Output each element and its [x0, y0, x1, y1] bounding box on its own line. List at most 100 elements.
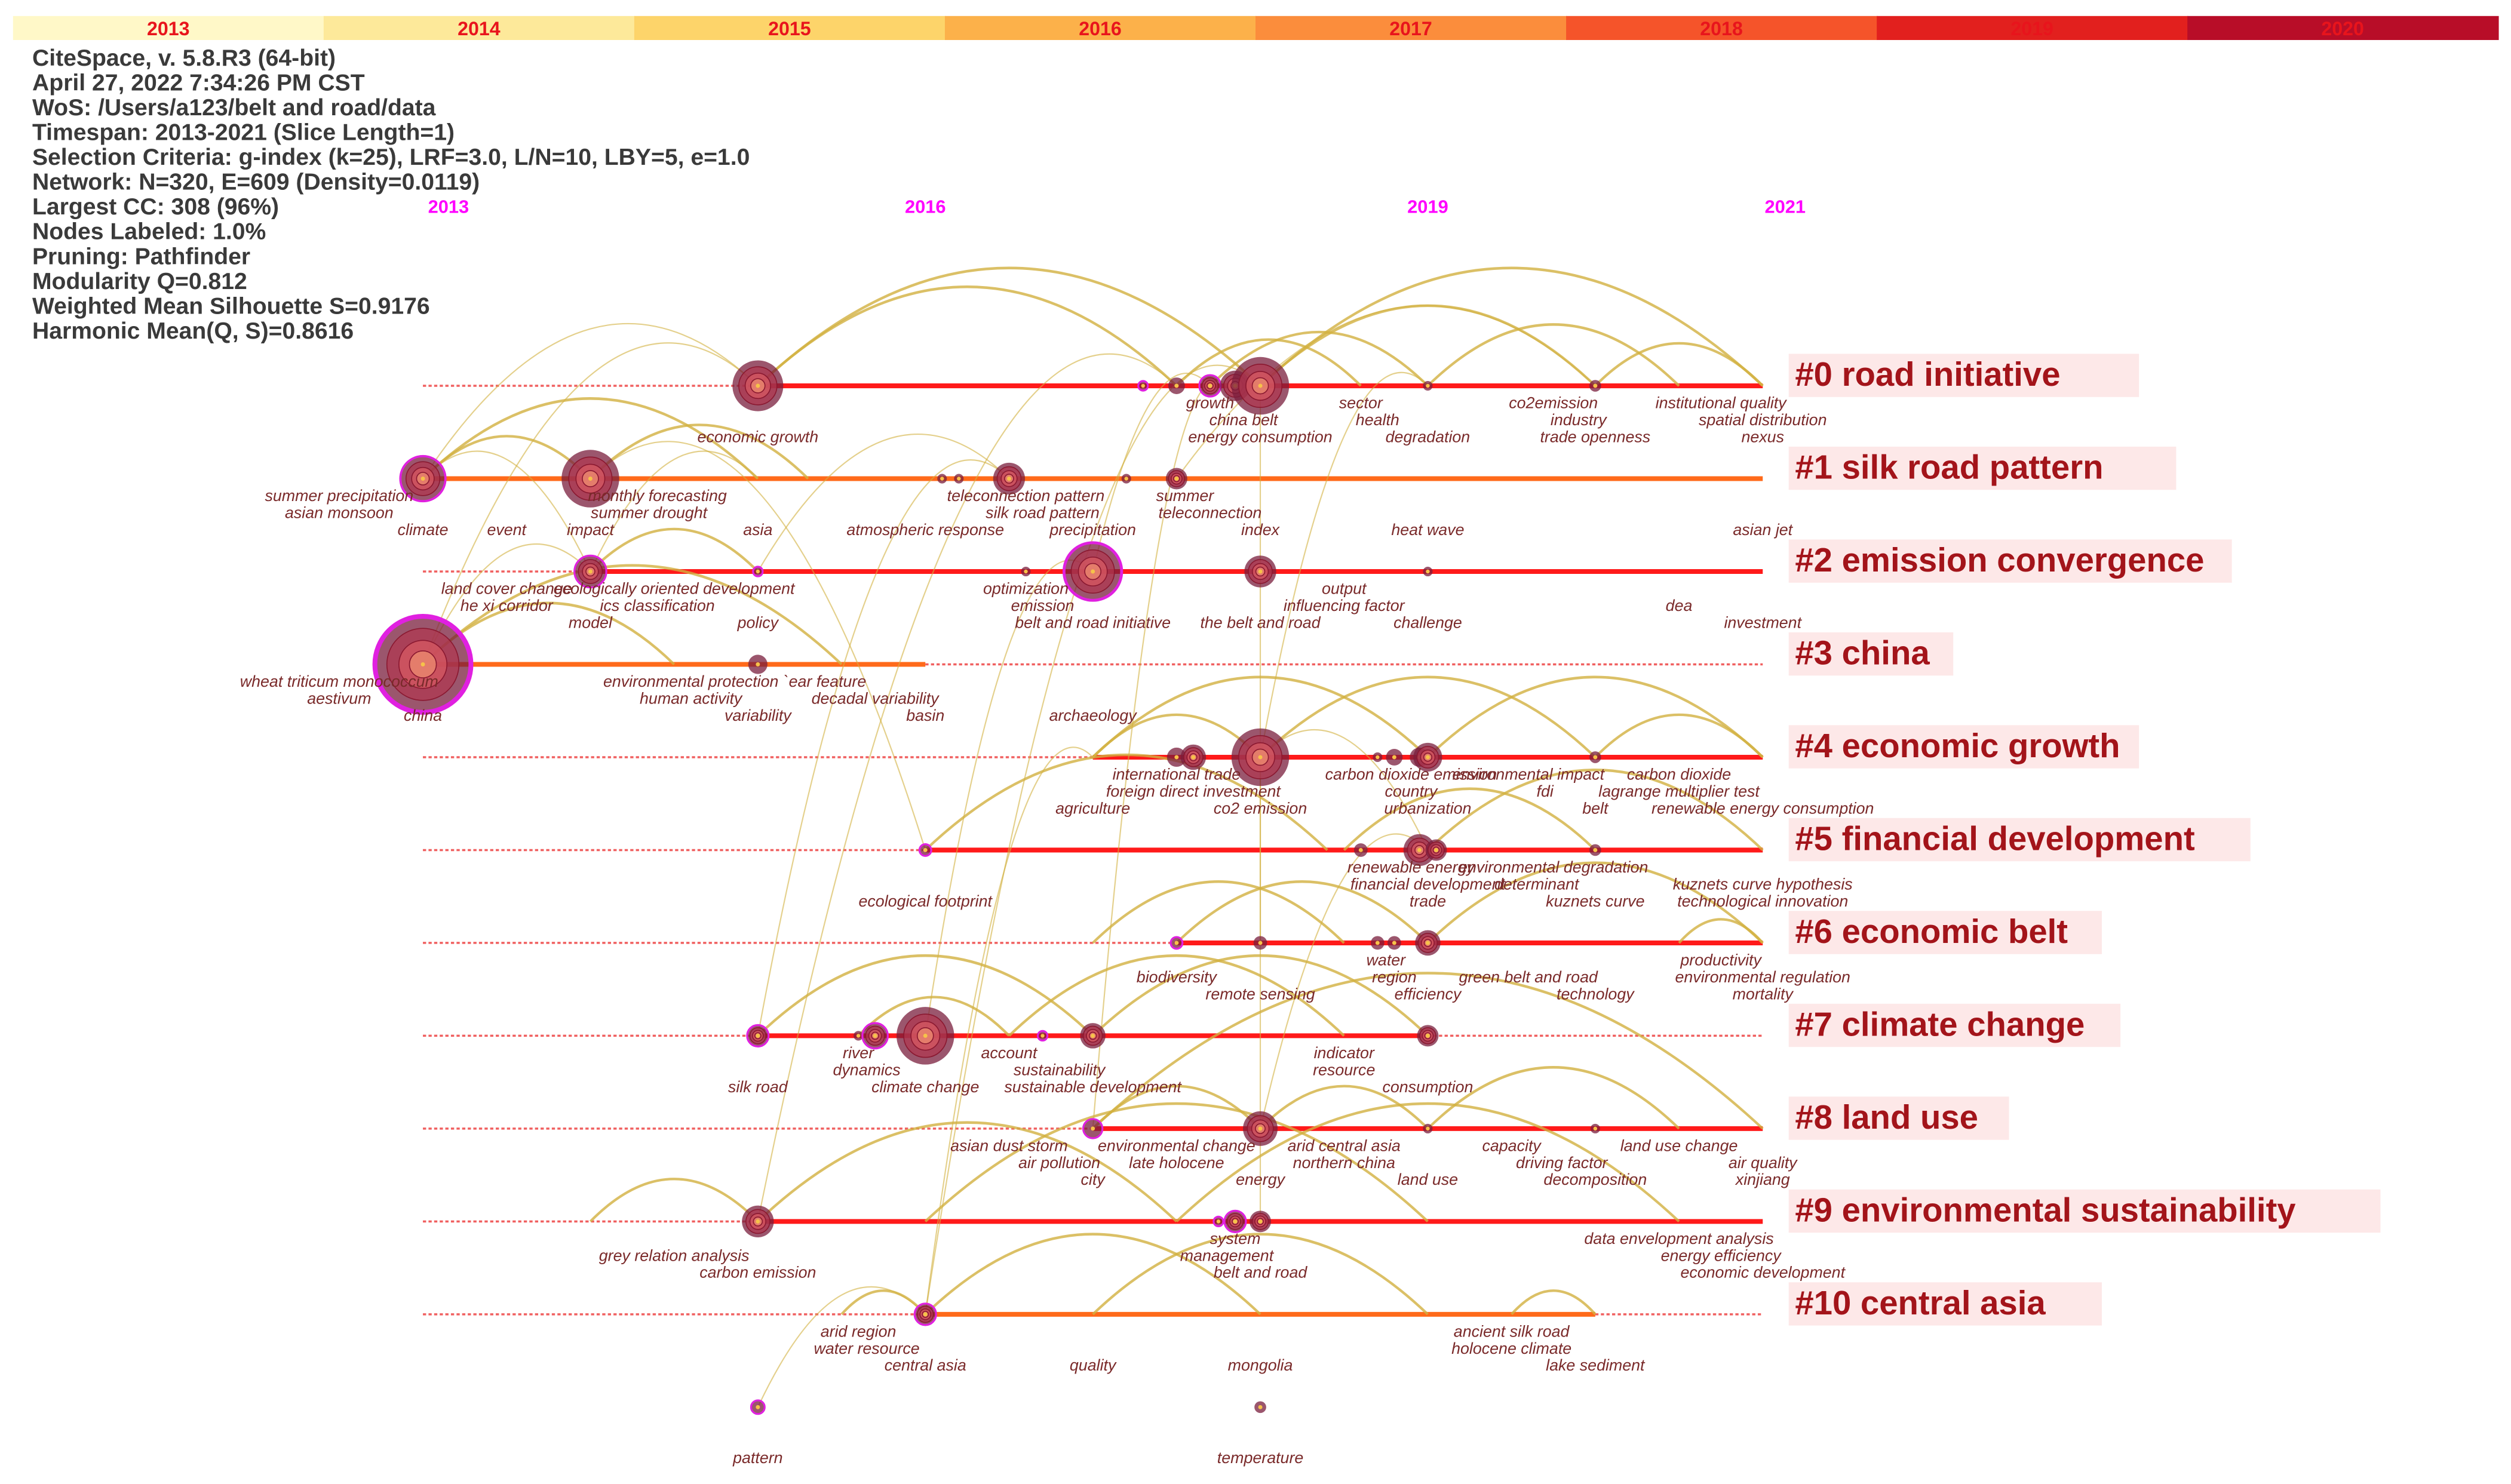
keyword-node [1080, 1023, 1106, 1049]
cluster-label: #2 emission convergence [1788, 539, 2232, 583]
keyword-label: archaeology [1049, 706, 1138, 724]
keyword-label: environmental degradation [1459, 858, 1648, 876]
keyword-label: capacity [1482, 1136, 1542, 1154]
year-bar-label: 2020 [2321, 18, 2364, 39]
cluster-label-background [1788, 539, 2232, 583]
keyword-label: health [1356, 411, 1399, 429]
node-core [856, 1034, 861, 1038]
link-arc [1259, 371, 1429, 758]
keyword-label: he xi corridor [461, 597, 554, 615]
node-core [1593, 847, 1598, 852]
summary-line: Harmonic Mean(Q, S)=0.8616 [32, 318, 354, 344]
keyword-node [1231, 357, 1290, 415]
keyword-label: country [1385, 782, 1438, 800]
keyword-label: belt and road initiative [1015, 613, 1171, 631]
cluster-label-text: #0 road initiative [1795, 355, 2060, 393]
node-core [756, 383, 760, 388]
node-core [756, 1219, 760, 1224]
keyword-node [918, 843, 932, 857]
keyword-node [752, 566, 764, 577]
keyword-label: lagrange multiplier test [1598, 782, 1760, 800]
keyword-node [1231, 728, 1290, 786]
keyword-nodes [372, 357, 1601, 1415]
keyword-label: the belt and road [1200, 613, 1321, 631]
keyword-label: quality [1070, 1356, 1117, 1374]
node-core [1425, 1033, 1430, 1038]
node-core [873, 1033, 877, 1038]
link-arc [1259, 675, 1597, 758]
node-core [1208, 383, 1212, 388]
keyword-node [573, 554, 607, 589]
node-core [756, 662, 760, 666]
node-core [1091, 1126, 1095, 1131]
year-bar-label: 2019 [2010, 18, 2053, 39]
keyword-label: account [981, 1044, 1038, 1062]
summary-line: Selection Criteria: g-index (k=25), LRF=… [32, 145, 750, 170]
keyword-label: xinjiang [1735, 1170, 1790, 1188]
keyword-label: wheat triticum monococcum [240, 672, 438, 690]
keyword-label: summer [1156, 487, 1214, 505]
keyword-node [1423, 1123, 1433, 1133]
keyword-node [1168, 377, 1185, 394]
summary-line: Timespan: 2013-2021 (Slice Length=1) [32, 120, 455, 146]
keyword-label: productivity [1680, 951, 1762, 969]
link-arc [757, 954, 1094, 1037]
keyword-node [913, 1302, 937, 1326]
keyword-node [742, 1205, 774, 1238]
co-occurrence-links [422, 266, 1764, 1408]
keyword-label: asian dust storm [950, 1136, 1068, 1154]
link-arc [589, 527, 759, 573]
keyword-label: investment [1724, 613, 1802, 631]
keyword-label: urbanization [1384, 799, 1471, 817]
node-core [756, 569, 760, 574]
keyword-label: policy [737, 613, 779, 631]
cluster-label-text: #2 emission convergence [1795, 541, 2204, 579]
keyword-label: technological innovation [1677, 892, 1848, 910]
link-arc [1092, 373, 1211, 572]
link-arc [589, 423, 809, 480]
link-arc [857, 996, 1010, 1037]
keyword-node [1167, 747, 1186, 767]
cluster-label: #5 financial development [1788, 818, 2251, 862]
node-core [1425, 755, 1430, 760]
link-arc [1343, 787, 1597, 851]
link-arc [1175, 305, 1596, 480]
keyword-label: summer drought [591, 503, 708, 521]
keyword-label: silk road pattern [986, 503, 1100, 521]
cluster-label: #1 silk road pattern [1788, 446, 2177, 490]
cluster-label-text: #10 central asia [1795, 1284, 2046, 1322]
cluster-label-background [1788, 1189, 2381, 1233]
link-arc [1511, 1289, 1597, 1316]
node-core [1024, 569, 1028, 574]
link-arc [1678, 918, 1764, 944]
year-bar-segment [13, 16, 325, 41]
keyword-label: economic development [1680, 1264, 1846, 1282]
keyword-label: china [404, 706, 442, 724]
keyword-label: economic growth [698, 428, 819, 445]
keyword-label: fdi [1537, 782, 1554, 800]
node-core [1417, 847, 1422, 852]
keyword-label: driving factor [1516, 1154, 1608, 1172]
keyword-label: basin [906, 706, 944, 724]
keyword-node [1413, 742, 1442, 772]
keyword-label: trade [1410, 892, 1446, 910]
keyword-label: city [1081, 1170, 1106, 1188]
keyword-label: carbon dioxide emission [1325, 765, 1497, 783]
link-arc [1259, 266, 1764, 387]
keyword-label: asian jet [1733, 521, 1793, 539]
timeline-tick-label: 2013 [428, 196, 469, 217]
keyword-label: technology [1557, 985, 1635, 1003]
cluster-label: #4 economic growth [1788, 725, 2139, 769]
keyword-label: trade openness [1540, 428, 1650, 445]
keyword-label: environmental regulation [1675, 968, 1850, 986]
keyword-label: remote sensing [1205, 985, 1315, 1003]
keyword-label: land use [1398, 1170, 1458, 1188]
link-arc [757, 1286, 926, 1408]
keyword-node [1387, 936, 1401, 950]
link-arc [925, 364, 1261, 1315]
keyword-label: spatial distribution [1699, 411, 1827, 429]
node-core [1233, 1219, 1238, 1224]
link-arc [1209, 330, 1429, 387]
keyword-node [1386, 749, 1403, 766]
